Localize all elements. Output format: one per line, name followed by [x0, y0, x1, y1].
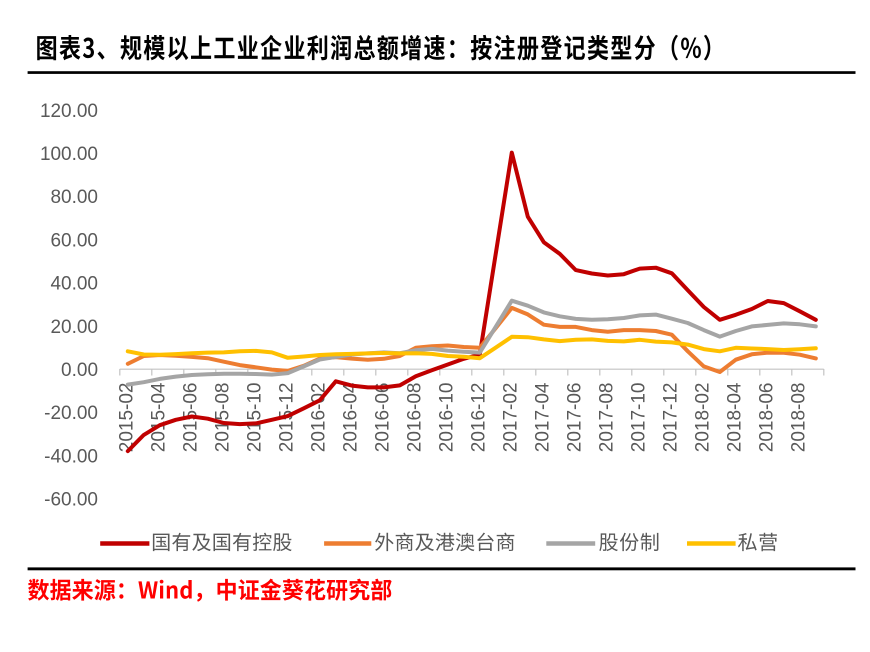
svg-text:2018-08: 2018-08 — [788, 383, 809, 453]
svg-text:60.00: 60.00 — [50, 230, 98, 251]
svg-text:20.00: 20.00 — [50, 317, 98, 338]
svg-text:2015-02: 2015-02 — [116, 383, 137, 453]
svg-text:2017-06: 2017-06 — [564, 383, 585, 453]
svg-text:2017-12: 2017-12 — [660, 383, 681, 453]
svg-text:2016-04: 2016-04 — [340, 382, 361, 452]
svg-text:2016-06: 2016-06 — [372, 383, 393, 453]
svg-text:2015-10: 2015-10 — [244, 383, 265, 453]
svg-text:2017-08: 2017-08 — [596, 383, 617, 453]
svg-text:2015-08: 2015-08 — [212, 383, 233, 453]
svg-text:2017-02: 2017-02 — [500, 383, 521, 453]
svg-text:-20.00: -20.00 — [44, 403, 98, 424]
svg-text:-40.00: -40.00 — [44, 446, 98, 467]
svg-text:-60.00: -60.00 — [44, 489, 98, 510]
svg-text:120.00: 120.00 — [40, 101, 98, 122]
svg-text:2016-12: 2016-12 — [468, 383, 489, 453]
svg-text:100.00: 100.00 — [40, 144, 98, 165]
svg-text:0.00: 0.00 — [61, 360, 98, 381]
svg-text:2018-06: 2018-06 — [756, 383, 777, 453]
svg-text:2016-10: 2016-10 — [436, 383, 457, 453]
svg-text:2016-02: 2016-02 — [308, 383, 329, 453]
svg-text:2017-10: 2017-10 — [628, 383, 649, 453]
svg-text:2015-04: 2015-04 — [148, 382, 169, 452]
svg-text:2017-04: 2017-04 — [532, 382, 553, 452]
svg-text:40.00: 40.00 — [50, 273, 98, 294]
svg-text:2018-02: 2018-02 — [692, 383, 713, 453]
svg-text:2016-08: 2016-08 — [404, 383, 425, 453]
svg-text:80.00: 80.00 — [50, 187, 98, 208]
svg-text:2018-04: 2018-04 — [724, 382, 745, 452]
